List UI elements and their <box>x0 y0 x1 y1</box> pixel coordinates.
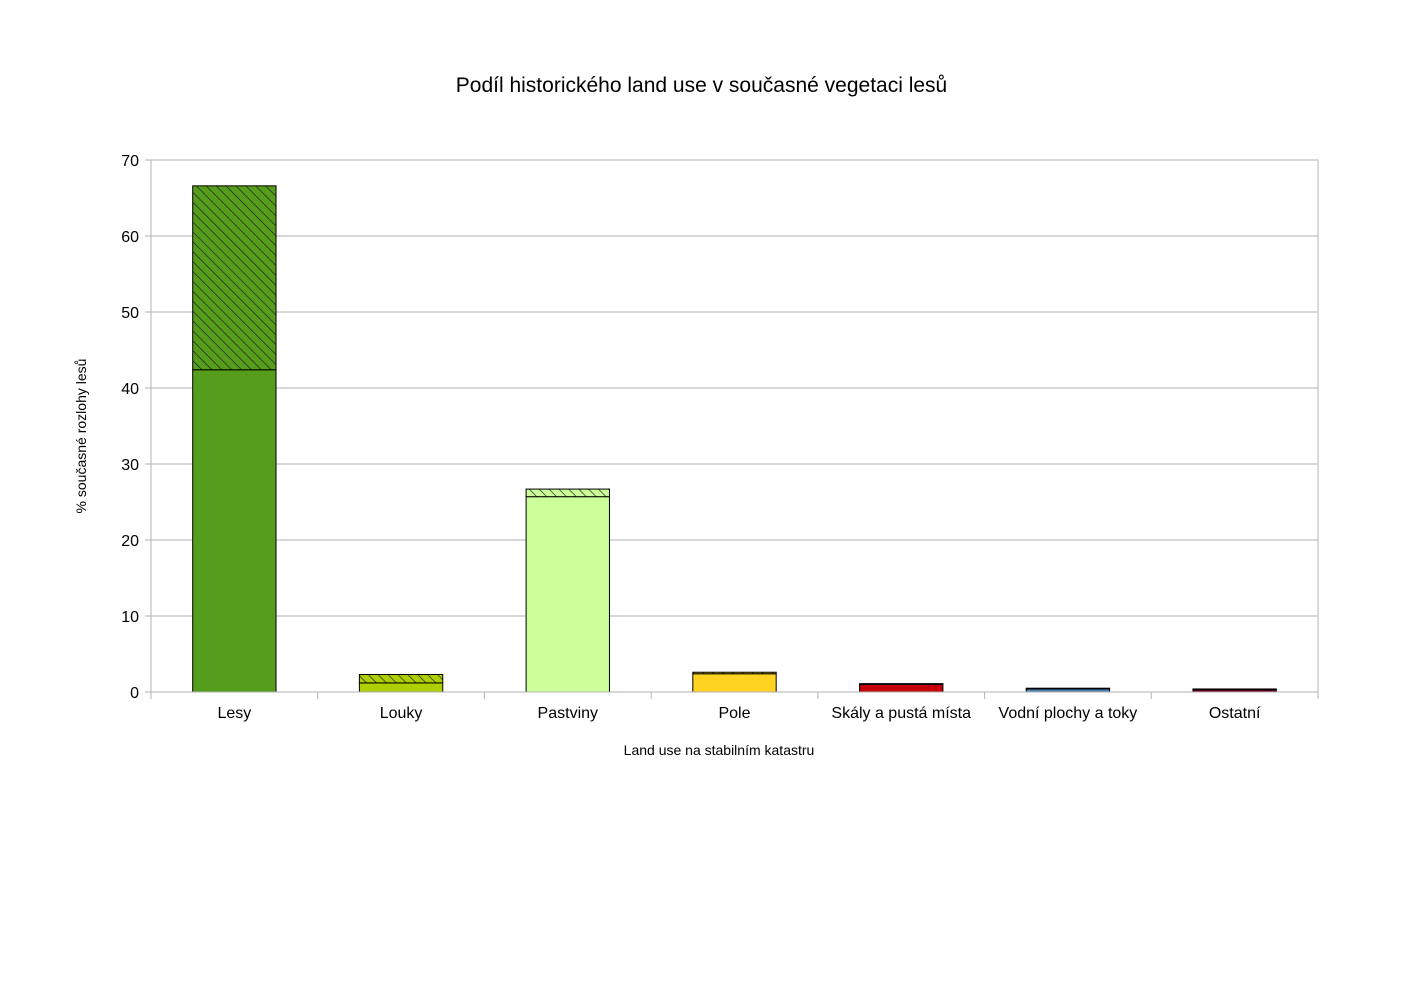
y-tick-label: 10 <box>121 609 139 626</box>
x-tick-label: Ostatní <box>1209 705 1261 722</box>
x-tick-label: Pastviny <box>538 705 598 722</box>
bar-segment-hatched <box>859 683 944 685</box>
y-tick-label: 60 <box>121 229 139 246</box>
chart-title: Podíl historického land use v současné v… <box>455 74 948 97</box>
plot-frame <box>150 159 1319 693</box>
y-tick-label: 50 <box>121 305 139 322</box>
y-tick-label: 30 <box>121 457 139 474</box>
bar-segment-hatched <box>1192 688 1277 691</box>
bar-segment-solid <box>859 683 944 693</box>
bars <box>192 185 1277 693</box>
bar-segment-hatched <box>1025 687 1111 690</box>
x-tick-label: Vodní plochy a toky <box>999 705 1138 722</box>
y-tick-label: 70 <box>121 153 139 170</box>
bar-segment-hatched <box>358 674 444 684</box>
bar-segment-solid <box>358 682 444 693</box>
y-tick-label: 0 <box>130 685 139 702</box>
bar-segment-solid <box>525 496 610 693</box>
bar-segment-hatched <box>525 488 610 498</box>
y-tick-label: 40 <box>121 381 139 398</box>
axes: 0 10 20 30 40 50 60 70 Lesy Louky Pastviny Pole Skál… <box>121 153 1319 722</box>
x-tick-label: Skály a pustá místa <box>831 705 971 722</box>
bar-segment-solid <box>692 673 777 693</box>
bar-segment-hatched <box>692 671 777 675</box>
bar-segment-solid <box>192 369 277 693</box>
x-tick-label: Lesy <box>217 705 251 722</box>
y-axis-title: % současné rozlohy lesů <box>73 359 89 514</box>
x-tick-label: Pole <box>718 705 750 722</box>
gridlines <box>151 159 1318 693</box>
x-tick-label: Louky <box>380 705 423 722</box>
bar-segment-hatched <box>192 185 277 371</box>
plot-area-border <box>150 159 1319 693</box>
y-tick-label: 20 <box>121 533 139 550</box>
x-axis-title: Land use na stabilním katastru <box>624 742 815 758</box>
